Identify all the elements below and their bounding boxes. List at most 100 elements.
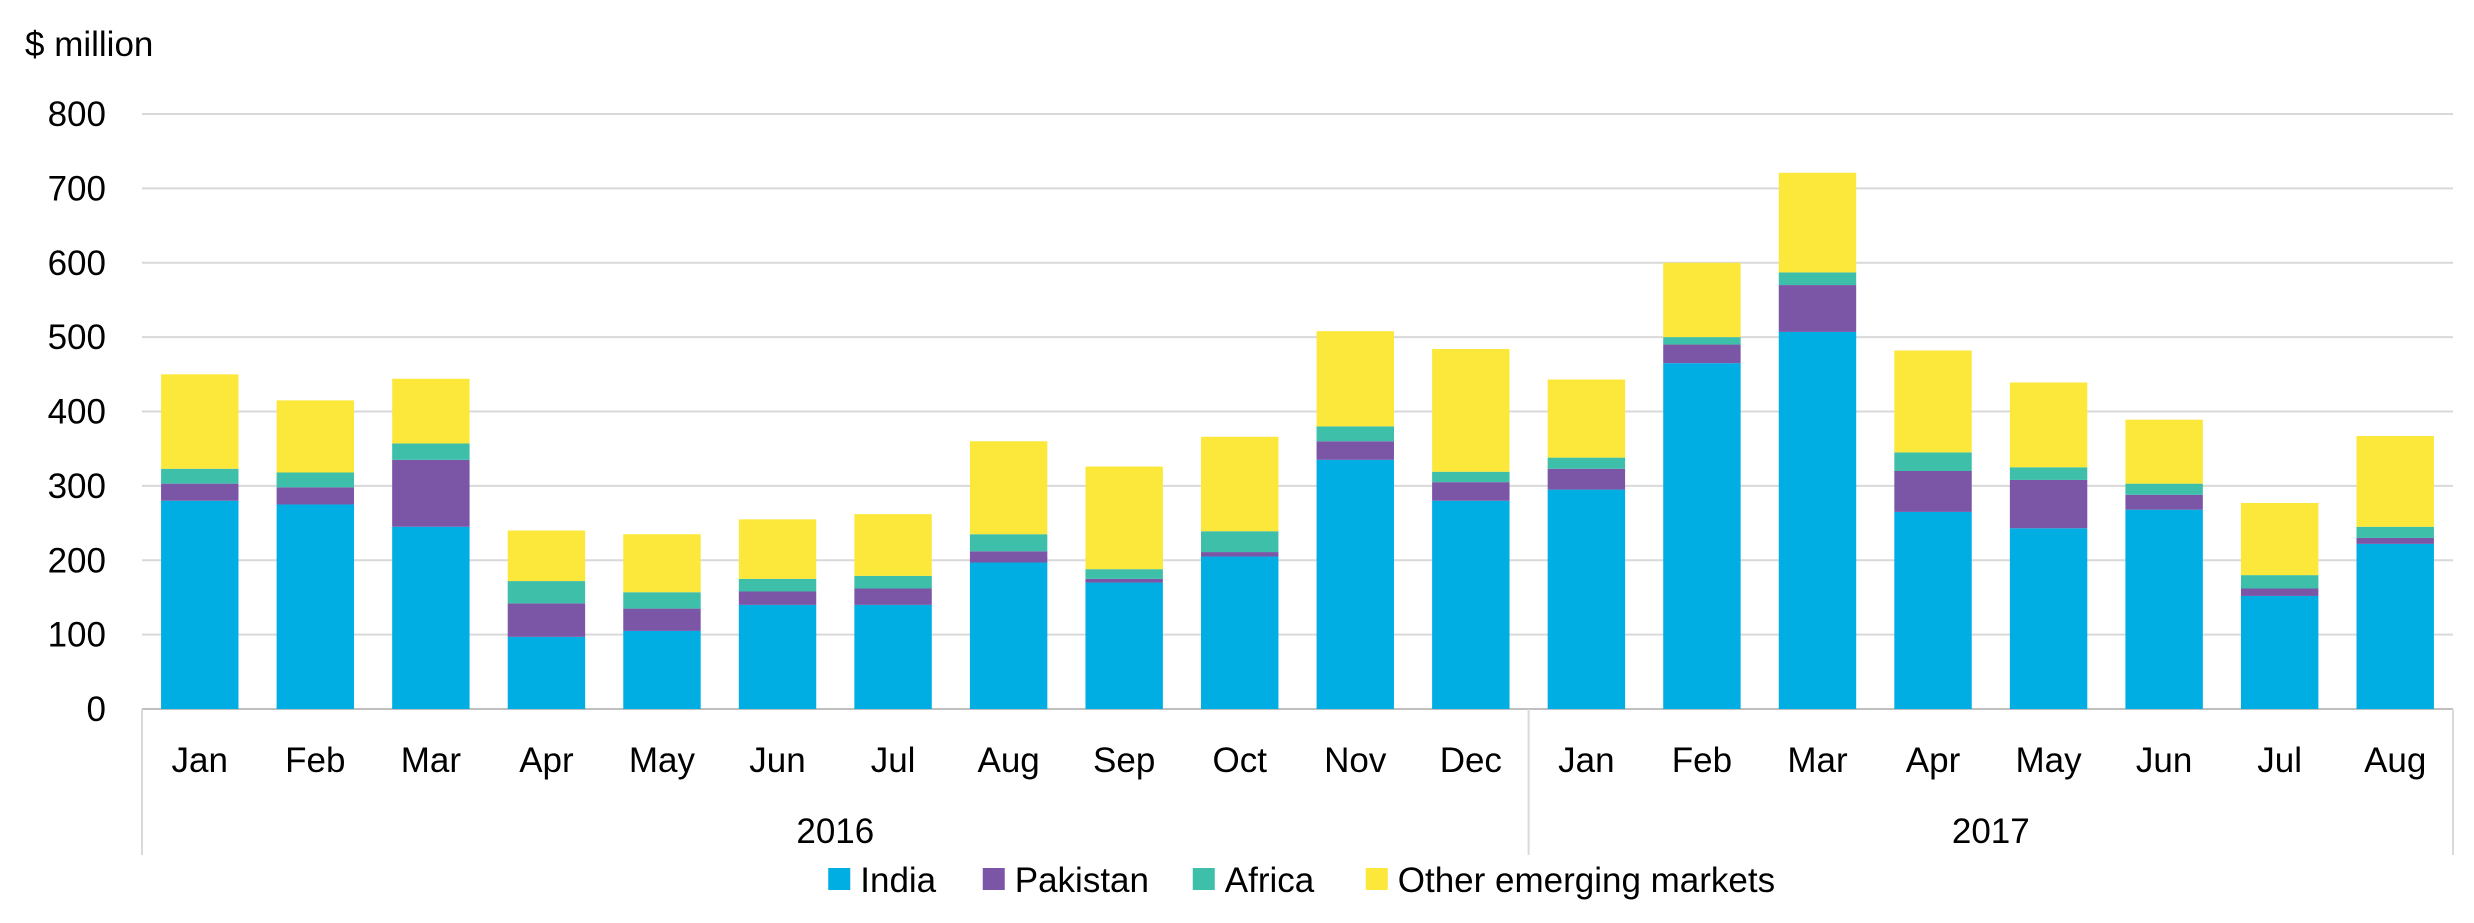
legend-swatch	[828, 868, 851, 890]
bar-segment-pakistan	[2125, 494, 2203, 510]
x-tick-label: Feb	[1672, 741, 1732, 780]
x-tick-label: Mar	[1787, 741, 1848, 780]
bar-segment-india	[392, 526, 470, 709]
bar-segment-africa	[854, 575, 932, 589]
bar-segment-pakistan	[392, 459, 470, 527]
legend-item-india: India	[828, 861, 937, 900]
bar-segment-pakistan	[1778, 285, 1857, 332]
x-tick-label: Aug	[2364, 741, 2426, 780]
year-group-label: 2016	[796, 812, 874, 851]
y-axis-ticks: 0 100 200 300 400 500 600 700 800	[48, 95, 106, 729]
bar-segment-other-emerging-markets	[1316, 331, 1394, 427]
x-tick-label: Jun	[2136, 741, 2192, 780]
bar-segment-africa	[276, 472, 355, 488]
year-group-label: 2017	[1952, 812, 2030, 851]
y-tick-label: 500	[48, 318, 106, 357]
bar-segment-africa	[1894, 452, 1972, 471]
bar-segment-india	[1316, 459, 1394, 709]
bar-segment-pakistan	[2240, 588, 2319, 596]
bar-segment-africa	[1316, 426, 1394, 442]
bar-segment-africa	[392, 443, 470, 460]
bar-segment-other-emerging-markets	[1663, 262, 1741, 338]
bar-segment-africa	[507, 581, 586, 604]
bar-segment-india	[2356, 543, 2434, 709]
x-tick-label: Apr	[1906, 741, 1961, 780]
bar-segment-other-emerging-markets	[392, 378, 470, 444]
x-tick-label: Jun	[749, 741, 805, 780]
legend-swatch	[982, 868, 1005, 890]
bar-segment-pakistan	[161, 483, 239, 501]
bar-segment-india	[1432, 500, 1510, 709]
bar-segment-other-emerging-markets	[1778, 172, 1857, 273]
bar-segment-other-emerging-markets	[1201, 436, 1279, 532]
bar-segment-other-emerging-markets	[2240, 502, 2319, 576]
bar-segment-other-emerging-markets	[2009, 382, 2088, 468]
legend-label: India	[860, 861, 936, 900]
y-tick-label: 800	[48, 95, 106, 134]
x-tick-label: Jul	[2257, 741, 2302, 780]
bar-segment-pakistan	[854, 588, 932, 605]
bar-segment-pakistan	[969, 551, 1048, 563]
x-tick-label: Apr	[519, 741, 574, 780]
bar-segment-pakistan	[1432, 482, 1510, 501]
bar-segment-india	[2240, 595, 2319, 709]
x-tick-label: Nov	[1324, 741, 1387, 780]
bar-segment-other-emerging-markets	[623, 534, 701, 593]
bar-segment-africa	[1663, 337, 1741, 345]
bar-segment-india	[276, 504, 355, 709]
bar-segment-other-emerging-markets	[507, 530, 586, 582]
bar-segment-pakistan	[507, 603, 586, 637]
bar-segment-pakistan	[738, 591, 817, 605]
bars	[161, 172, 2434, 709]
legend-item-pakistan: Pakistan	[982, 861, 1149, 900]
bar-segment-other-emerging-markets	[738, 519, 817, 579]
x-tick-label: Feb	[285, 741, 345, 780]
bar-segment-india	[507, 636, 586, 709]
bar-segment-pakistan	[1316, 441, 1394, 460]
y-tick-label: 600	[48, 244, 106, 283]
bar-segment-india	[1201, 556, 1279, 709]
x-tick-label: Oct	[1212, 741, 1267, 780]
x-tick-label: Dec	[1440, 741, 1502, 780]
bar-segment-india	[1085, 582, 1163, 709]
bar-segment-africa	[1085, 569, 1163, 579]
legend-label: Other emerging markets	[1398, 861, 1775, 900]
bar-segment-pakistan	[1663, 344, 1741, 364]
bar-segment-india	[161, 500, 239, 709]
bar-segment-other-emerging-markets	[276, 400, 355, 473]
x-tick-label: Jul	[871, 741, 916, 780]
legend-label: Pakistan	[1015, 861, 1149, 900]
bar-segment-pakistan	[1894, 471, 1972, 512]
y-axis-unit-label: $ million	[25, 25, 153, 64]
bar-segment-africa	[738, 578, 817, 592]
bar-segment-other-emerging-markets	[1085, 466, 1163, 570]
bar-segment-africa	[623, 592, 701, 609]
bar-segment-africa	[1432, 471, 1510, 483]
bar-segment-africa	[2125, 483, 2203, 495]
legend-item-other-emerging-markets: Other emerging markets	[1365, 861, 1775, 900]
bar-segment-india	[969, 562, 1048, 709]
bar-segment-india	[738, 604, 817, 709]
legend-swatch	[1365, 868, 1388, 890]
y-tick-label: 700	[48, 169, 106, 208]
y-tick-label: 300	[48, 467, 106, 506]
bar-segment-other-emerging-markets	[2125, 419, 2203, 484]
bar-segment-africa	[161, 468, 239, 484]
bar-segment-other-emerging-markets	[161, 374, 239, 469]
x-tick-label: May	[629, 741, 696, 780]
legend: India Pakistan Africa Other emerging market…	[828, 861, 1775, 900]
bar-segment-india	[1547, 489, 1626, 709]
x-tick-label: Jan	[172, 741, 228, 780]
bar-segment-africa	[2356, 526, 2434, 538]
bar-segment-india	[1894, 511, 1972, 709]
bar-segment-india	[1663, 363, 1741, 709]
bar-segment-india	[854, 604, 932, 709]
y-tick-label: 200	[48, 541, 106, 580]
bar-segment-pakistan	[2356, 537, 2434, 544]
bar-segment-india	[623, 630, 701, 709]
x-tick-label: Aug	[977, 741, 1039, 780]
bar-segment-africa	[1547, 457, 1626, 469]
x-tick-label: Sep	[1093, 741, 1155, 780]
y-tick-label: 0	[87, 690, 106, 729]
